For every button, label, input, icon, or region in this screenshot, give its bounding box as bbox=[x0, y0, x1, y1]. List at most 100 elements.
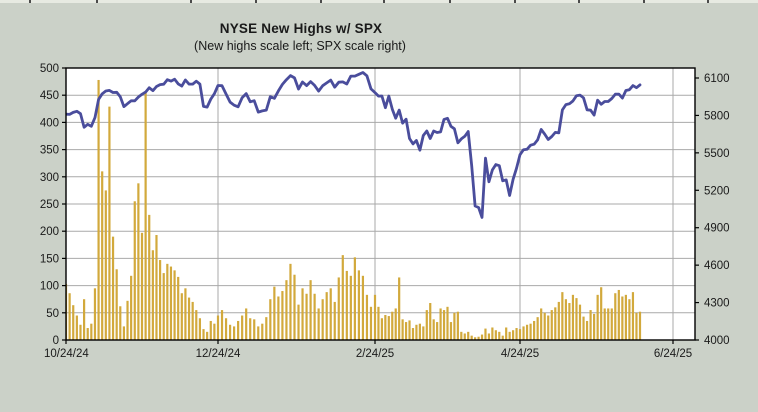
x-axis-tick-label: 2/24/25 bbox=[356, 348, 394, 360]
bar bbox=[148, 214, 151, 340]
bar bbox=[126, 300, 129, 340]
bar bbox=[582, 316, 585, 340]
bar bbox=[169, 266, 173, 340]
bar bbox=[391, 311, 394, 340]
bar bbox=[155, 235, 158, 340]
bar bbox=[119, 306, 122, 340]
bar bbox=[369, 306, 373, 340]
bar bbox=[603, 308, 606, 340]
bar bbox=[101, 171, 104, 340]
bar bbox=[293, 274, 296, 340]
bar bbox=[501, 335, 504, 340]
bar bbox=[297, 304, 300, 340]
bar bbox=[151, 250, 154, 340]
bar bbox=[198, 318, 202, 340]
bar bbox=[529, 323, 532, 340]
bar bbox=[515, 328, 518, 340]
bar bbox=[365, 294, 369, 340]
bar bbox=[425, 310, 428, 340]
bar bbox=[533, 320, 536, 340]
bar bbox=[508, 331, 511, 340]
x-axis-tick-label: 4/24/25 bbox=[501, 348, 539, 360]
bar bbox=[130, 275, 133, 340]
bar bbox=[621, 296, 624, 340]
left-axis-tick-label: 350 bbox=[40, 145, 59, 157]
bar bbox=[345, 270, 348, 340]
bar bbox=[353, 257, 356, 340]
bar bbox=[133, 201, 136, 340]
bar bbox=[122, 326, 126, 340]
top-strip-tick bbox=[578, 0, 580, 3]
left-axis-tick-label: 450 bbox=[40, 90, 59, 102]
right-axis-tick-label: 4600 bbox=[704, 260, 730, 272]
bar bbox=[253, 319, 256, 340]
bar bbox=[162, 273, 165, 340]
x-axis-tick-label: 10/24/24 bbox=[44, 348, 89, 360]
bar bbox=[68, 293, 71, 340]
bar bbox=[380, 318, 384, 340]
bar bbox=[525, 324, 529, 340]
bar bbox=[547, 315, 550, 340]
left-axis-tick-label: 400 bbox=[40, 117, 59, 129]
bar bbox=[140, 232, 144, 340]
bar bbox=[460, 331, 463, 340]
top-strip-tick bbox=[707, 0, 709, 3]
bar bbox=[269, 299, 272, 340]
bar bbox=[206, 331, 209, 340]
bar bbox=[373, 294, 377, 340]
bar bbox=[585, 320, 589, 340]
right-axis-tick-label: 5200 bbox=[704, 185, 730, 197]
bar bbox=[72, 305, 75, 340]
bar bbox=[408, 320, 411, 340]
top-strip-tick bbox=[320, 0, 322, 3]
bar bbox=[628, 299, 631, 340]
bar bbox=[180, 293, 183, 340]
bar bbox=[564, 299, 567, 340]
bar bbox=[233, 326, 236, 340]
bar bbox=[477, 336, 480, 340]
bar bbox=[635, 312, 638, 340]
bar bbox=[202, 329, 205, 340]
bar bbox=[301, 288, 304, 340]
x-axis-tick-label: 6/24/25 bbox=[654, 348, 692, 360]
bar bbox=[617, 289, 620, 340]
bar bbox=[474, 337, 477, 340]
bar bbox=[432, 319, 435, 340]
bar bbox=[614, 293, 617, 340]
bar bbox=[115, 269, 118, 340]
bar bbox=[638, 311, 642, 340]
bar bbox=[177, 276, 180, 340]
bar bbox=[518, 329, 522, 340]
right-axis-tick-label: 4900 bbox=[704, 223, 730, 235]
left-axis-tick-label: 100 bbox=[40, 281, 59, 293]
bar bbox=[522, 326, 525, 340]
chart-title: NYSE New Highs w/ SPX bbox=[219, 21, 383, 36]
bar bbox=[86, 328, 89, 340]
bar bbox=[543, 312, 546, 340]
bar bbox=[257, 326, 260, 340]
bar bbox=[137, 183, 140, 340]
bar bbox=[90, 323, 93, 340]
bar bbox=[540, 308, 543, 340]
bar bbox=[568, 303, 571, 340]
bar bbox=[610, 308, 613, 340]
top-strip-tick bbox=[514, 0, 516, 3]
bar bbox=[511, 330, 515, 340]
bar bbox=[575, 298, 578, 340]
bar bbox=[578, 304, 582, 340]
bar bbox=[571, 294, 575, 340]
bar bbox=[329, 288, 332, 340]
bar bbox=[467, 331, 470, 340]
bar bbox=[631, 292, 635, 340]
bar bbox=[484, 328, 487, 340]
top-strip-tick bbox=[29, 0, 31, 3]
right-axis-tick-label: 4300 bbox=[704, 298, 730, 310]
bar bbox=[305, 293, 308, 340]
bar bbox=[361, 275, 365, 340]
bar bbox=[97, 79, 100, 340]
bar bbox=[209, 320, 212, 340]
bar bbox=[285, 280, 288, 340]
top-strip-tick bbox=[190, 0, 192, 3]
bar bbox=[600, 287, 603, 340]
